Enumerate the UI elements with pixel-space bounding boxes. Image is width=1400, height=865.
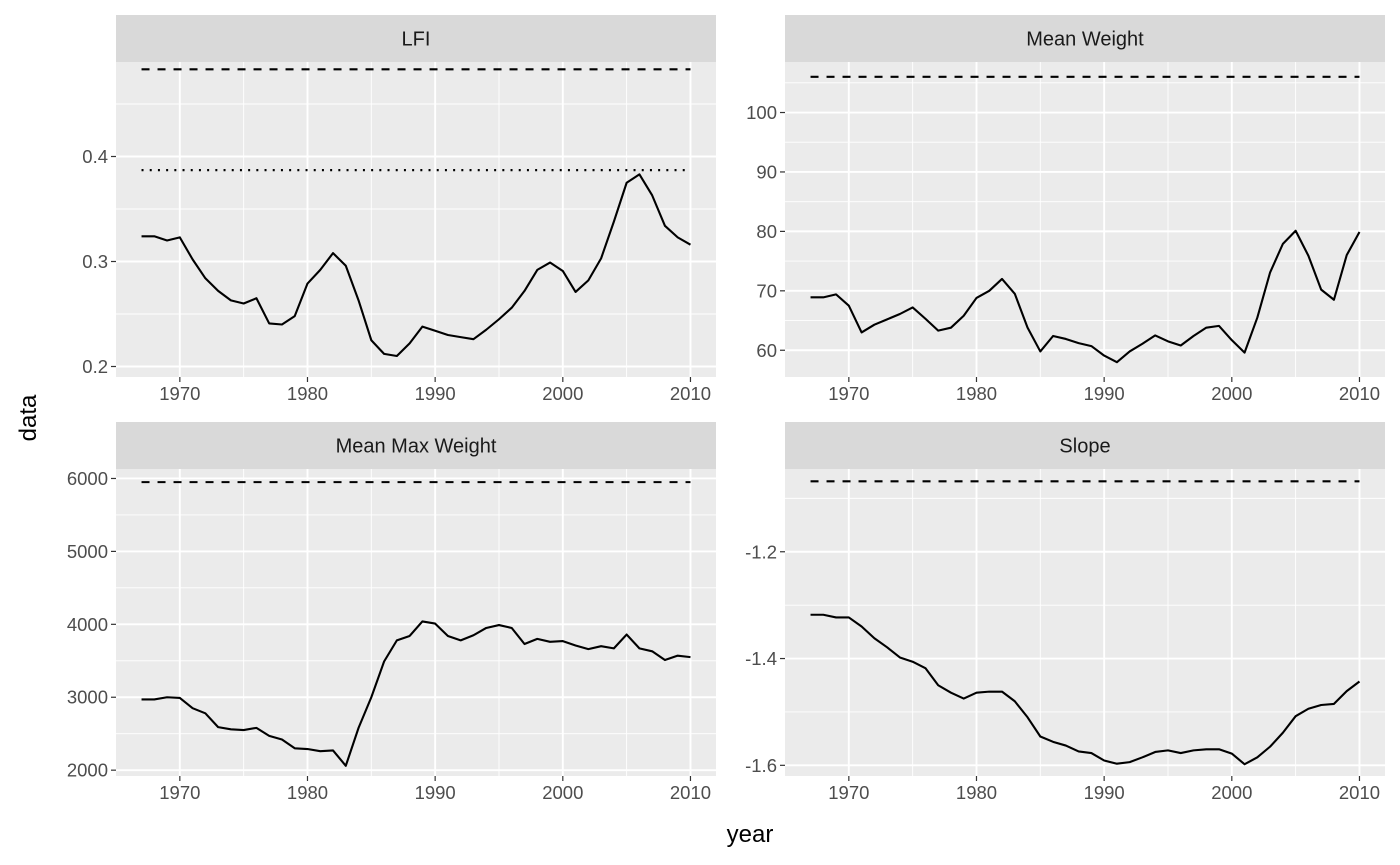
y-tick-label: -1.4: [745, 648, 777, 669]
y-tick-label: 5000: [67, 541, 108, 562]
y-tick-label: 4000: [67, 614, 108, 635]
x-tick-label: 1990: [415, 782, 456, 803]
strip-slope: [785, 422, 1385, 469]
x-tick-label: 2000: [1211, 383, 1252, 404]
chart-panels: LFI 1970 1980 1990 2000 2010 0.2 0.3 0.4 Mean Wei…: [67, 15, 1385, 803]
series-line-solid-lfi: [141, 173, 691, 358]
y-axis-title: data: [15, 394, 42, 441]
x-tick-label: 1980: [287, 383, 328, 404]
x-tick-label: 1970: [159, 782, 200, 803]
x-tick-label: 1990: [415, 383, 456, 404]
strip-label-mean-weight: Mean Weight: [1026, 29, 1144, 51]
y-tick-label: 0.2: [82, 356, 108, 377]
x-tick-label: 1990: [1084, 383, 1125, 404]
x-tick-label: 1970: [159, 383, 200, 404]
x-tick-label: 2000: [1211, 782, 1252, 803]
plot-area-slope: [785, 469, 1385, 776]
plot-area-lfi: [116, 62, 716, 377]
series-line-solid-mean-weight: [810, 229, 1361, 364]
x-tick-label: 2000: [542, 383, 583, 404]
panel-slope: Slope 1970 1980 1990 2000 2010 -1.6 -1.4 -1.2: [745, 422, 1385, 803]
series-line-solid-mean-max-weight: [141, 620, 691, 767]
y-tick-label: 6000: [67, 468, 108, 489]
panel-lfi: LFI 1970 1980 1990 2000 2010 0.2 0.3 0.4: [82, 15, 716, 404]
x-tick-label: 1970: [828, 782, 869, 803]
x-tick-label: 2010: [1339, 383, 1380, 404]
y-tick-label: 70: [756, 280, 777, 301]
y-tick-label: -1.6: [745, 755, 777, 776]
strip-label-mean-max-weight: Mean Max Weight: [336, 436, 497, 458]
y-tick-label: 80: [756, 221, 777, 242]
y-tick-label: 0.4: [82, 146, 108, 167]
y-tick-label: 100: [746, 102, 777, 123]
x-tick-label: 1970: [828, 383, 869, 404]
strip-mean-max-weight: [116, 422, 716, 469]
strip-lfi: [116, 15, 716, 62]
y-tick-label: 60: [756, 340, 777, 361]
strip-mean-weight: [785, 15, 1385, 62]
x-tick-label: 1980: [956, 383, 997, 404]
x-tick-label: 1980: [956, 782, 997, 803]
y-tick-label: 0.3: [82, 251, 108, 272]
x-tick-label: 2010: [1339, 782, 1380, 803]
series-line-solid-slope: [810, 613, 1361, 766]
y-tick-label: 3000: [67, 687, 108, 708]
panel-mean-weight: Mean Weight 1970 1980 1990 2000 2010 60 70 80 90 1…: [746, 15, 1385, 404]
y-tick-label: 2000: [67, 760, 108, 781]
plot-area-mean-weight: [785, 62, 1385, 377]
x-tick-label: 2000: [542, 782, 583, 803]
x-tick-label: 2010: [670, 383, 711, 404]
x-tick-label: 1980: [287, 782, 328, 803]
x-tick-label: 2010: [670, 782, 711, 803]
panel-mean-max-weight: Mean Max Weight 1970 1980 1990 2000 2010 2000 3…: [67, 422, 716, 803]
x-tick-label: 1990: [1084, 782, 1125, 803]
y-tick-label: 90: [756, 161, 777, 182]
strip-label-lfi: LFI: [402, 29, 431, 51]
x-axis-title: year: [727, 821, 774, 848]
y-tick-label: -1.2: [745, 541, 777, 562]
strip-label-slope: Slope: [1059, 436, 1110, 458]
